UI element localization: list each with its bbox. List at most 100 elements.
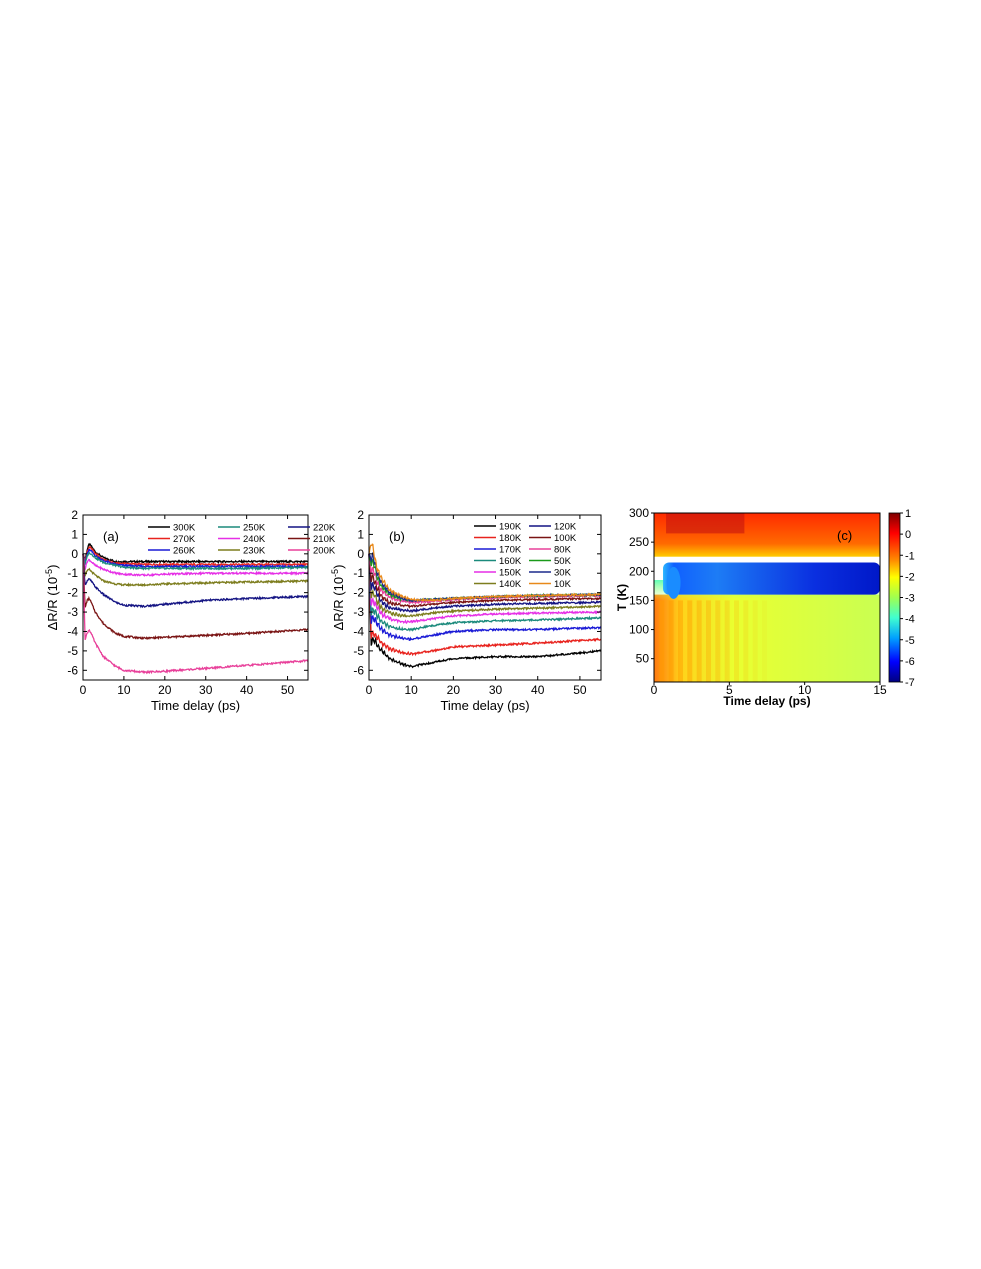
legend-label: 50K	[554, 556, 572, 567]
legend-label: 200K	[313, 546, 336, 557]
legend-label: 30K	[554, 568, 572, 579]
oscillation-stripe	[724, 600, 730, 682]
colorbar-tick-label: -1	[905, 550, 915, 562]
legend-label: 190K	[499, 522, 522, 533]
series-line-170K	[368, 553, 602, 642]
series-line-270K	[82, 545, 309, 568]
legend-label: 210K	[313, 534, 336, 545]
legend-label: 120K	[554, 522, 577, 533]
y-tick-label: -2	[353, 586, 364, 600]
colorbar-tick-label: 1	[905, 508, 911, 520]
oscillation-stripe	[743, 600, 749, 682]
series-line-250K	[82, 552, 309, 572]
y-tick-label: 200	[629, 564, 649, 578]
panel-b: 0 10 20 30 40 50 -6 -5 -4 -3 -2 -1 0 1 2 Time delay (ps…	[330, 508, 602, 713]
y-tick-label: -4	[353, 624, 364, 638]
y-tick-label: 50	[636, 652, 650, 666]
x-tick-label: 15	[873, 683, 887, 697]
legend-label: 300K	[173, 523, 196, 534]
oscillation-stripe	[734, 600, 740, 682]
x-tick-label: 50	[281, 683, 295, 697]
y-tick-label: -2	[67, 586, 78, 600]
series-line-100K	[368, 553, 602, 610]
legend-label: 220K	[313, 523, 336, 534]
x-tick-label: 0	[80, 683, 87, 697]
colorbar-tick-label: -7	[905, 677, 915, 689]
colorbar-tick-label: -2	[905, 571, 915, 583]
x-axis-label: Time delay (ps)	[723, 694, 810, 708]
colorbar	[888, 512, 901, 683]
legend-label: 80K	[554, 545, 572, 556]
x-axis-label: Time delay (ps)	[151, 698, 240, 713]
x-tick-label: 40	[531, 683, 545, 697]
oscillation-stripe	[762, 600, 768, 682]
y-axis-label: ΔR/R (10-5)	[44, 565, 60, 631]
y-tick-label: -5	[353, 644, 364, 658]
panel-label: (a)	[103, 529, 119, 544]
y-tick-label: 300	[629, 506, 649, 520]
oscillation-stripe	[677, 600, 683, 682]
x-tick-label: 20	[158, 683, 172, 697]
legend-label: 230K	[243, 546, 266, 557]
panel-label: (c)	[837, 528, 852, 543]
oscillation-stripe	[705, 600, 711, 682]
x-tick-label: 10	[798, 683, 812, 697]
series-line-140K	[368, 553, 602, 618]
colorbar-tick-label: -3	[905, 593, 915, 605]
y-tick-label: -6	[353, 663, 364, 677]
legend-label: 170K	[499, 545, 522, 556]
y-tick-label: -1	[67, 566, 78, 580]
x-tick-label: 10	[405, 683, 419, 697]
y-axis-label: T (K)	[615, 584, 629, 611]
y-tick-label: 0	[71, 547, 78, 561]
oscillation-stripe	[752, 600, 758, 682]
colorbar-tick-label: 0	[905, 529, 911, 541]
x-tick-label: 50	[573, 683, 587, 697]
x-tick-label: 5	[726, 683, 733, 697]
heatmap-band-head	[666, 566, 681, 599]
legend-label: 150K	[499, 568, 522, 579]
series-line-220K	[82, 553, 309, 609]
x-tick-label: 20	[447, 683, 461, 697]
y-axis-label: ΔR/R (10-5)	[330, 565, 346, 631]
x-tick-label: 40	[240, 683, 254, 697]
series-line-160K	[368, 553, 602, 632]
heatmap-region-peak	[666, 513, 745, 534]
series-line-200K	[82, 553, 309, 675]
x-tick-label: 10	[117, 683, 131, 697]
series-line-210K	[82, 553, 309, 641]
series-line-230K	[82, 553, 309, 588]
legend-label: 160K	[499, 556, 522, 567]
plot-frame	[368, 514, 602, 681]
legend-label: 270K	[173, 534, 196, 545]
legend-label: 140K	[499, 579, 522, 590]
x-tick-label: 0	[651, 683, 658, 697]
legend-label: 180K	[499, 533, 522, 544]
legend-label: 10K	[554, 579, 572, 590]
y-tick-label: 100	[629, 623, 649, 637]
y-tick-label: -3	[353, 605, 364, 619]
series-line-190K	[368, 553, 602, 669]
y-tick-label: 0	[357, 547, 364, 561]
series-line-10K	[368, 543, 602, 603]
panel-label: (b)	[389, 529, 405, 544]
colorbar-tick-label: -4	[905, 614, 915, 626]
heatmap-region-low	[654, 594, 880, 682]
series-line-240K	[82, 553, 309, 578]
x-tick-label: 0	[366, 683, 373, 697]
oscillation-stripe	[668, 600, 674, 682]
legend-label: 240K	[243, 534, 266, 545]
heatmap-band-min	[663, 562, 880, 595]
y-tick-label: 150	[629, 593, 649, 607]
y-tick-label: 1	[357, 527, 364, 541]
colorbar-tick-label: -6	[905, 656, 915, 668]
oscillation-stripe	[659, 600, 665, 682]
oscillation-stripe	[715, 600, 721, 682]
panel-a: 0 10 20 30 40 50 -6 -5 -4 -3 -2 -1 0 1 2 Time delay (ps…	[44, 508, 336, 713]
y-tick-label: 2	[357, 508, 364, 522]
colorbar-tick-label: -5	[905, 635, 915, 647]
series-line-150K	[368, 553, 602, 624]
legend-label: 250K	[243, 523, 266, 534]
